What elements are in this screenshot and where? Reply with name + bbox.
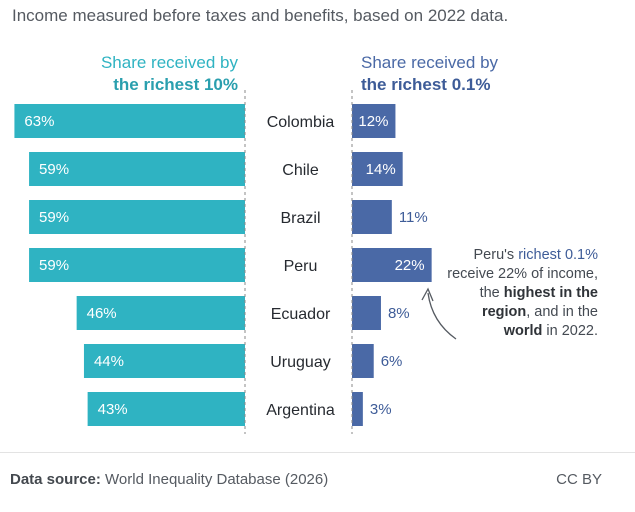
bar-top01-brazil (352, 200, 392, 234)
label-top01-colombia: 12% (358, 113, 388, 130)
label-top01-argentina: 3% (370, 401, 392, 418)
label-top10-chile: 59% (39, 161, 69, 178)
country-label-argentina: Argentina (266, 402, 335, 419)
butterfly-bar-chart: 63% 12% Colombia 59% 14% Chile 59% 11% Brazil 59%… (14, 90, 457, 434)
bar-top01-ecuador (352, 296, 381, 330)
peru-annotation: Peru's richest 0.1% receive 22% of incom… (440, 246, 598, 341)
data-source-text: World Inequality Database (2026) (100, 471, 329, 488)
annotation-text-1: Peru's (473, 247, 519, 263)
label-top01-brazil: 11% (399, 209, 428, 226)
bar-top10-brazil (29, 200, 246, 234)
bar-top10-uruguay (83, 344, 246, 378)
label-top01-uruguay: 6% (381, 353, 403, 370)
right-header-line1: Share received by (361, 53, 499, 72)
label-top10-peru: 59% (39, 257, 69, 274)
annotation-text-4: highest in the region (481, 285, 598, 320)
right-header-line2: the richest 0.1% (361, 75, 491, 94)
annotation-text-5: , and in the (526, 304, 598, 320)
license-label: CC BY (556, 471, 602, 488)
annotation-text-2: richest 0.1% (518, 247, 598, 263)
country-label-uruguay: Uruguay (270, 354, 330, 371)
country-label-colombia: Colombia (267, 114, 335, 131)
label-top10-argentina: 43% (98, 401, 128, 418)
bar-top01-chile (352, 152, 403, 186)
country-label-peru: Peru (284, 258, 318, 275)
footer-divider (0, 452, 635, 453)
data-source: Data source: World Inequality Database (… (10, 471, 328, 488)
bar-top01-argentina (352, 392, 363, 426)
annotation-arrowhead (421, 287, 434, 302)
annotation-text-3: receive 22% of income, the (447, 266, 598, 301)
label-top01-ecuador: 8% (388, 305, 410, 322)
label-top01-chile: 14% (366, 161, 396, 178)
left-column-header: Share received by the richest 10% (60, 52, 238, 96)
bar-top10-colombia (14, 104, 246, 138)
label-top01-peru: 22% (395, 257, 425, 274)
country-label-brazil: Brazil (280, 210, 320, 227)
annotation-text-7: in 2022. (542, 323, 598, 339)
label-top10-brazil: 59% (39, 209, 69, 226)
annotation-arrow (427, 292, 457, 340)
bar-top01-peru (352, 248, 432, 282)
left-header-line2: the richest 10% (113, 75, 238, 94)
annotation-text-6: world (503, 323, 543, 339)
bar-top10-chile (29, 152, 246, 186)
bar-top10-argentina (87, 392, 246, 426)
bar-top01-uruguay (352, 344, 374, 378)
left-header-line1: Share received by (100, 53, 238, 72)
bar-top10-ecuador (76, 296, 245, 330)
label-top10-ecuador: 46% (87, 305, 117, 322)
data-source-label: Data source: (10, 471, 101, 488)
country-label-ecuador: Ecuador (271, 306, 331, 323)
bar-top01-colombia (352, 104, 396, 138)
label-top10-uruguay: 44% (94, 353, 124, 370)
country-label-chile: Chile (282, 162, 319, 179)
right-column-header: Share received by the richest 0.1% (361, 52, 581, 96)
chart-subtitle: Income measured before taxes and benefit… (12, 6, 509, 25)
bar-top10-peru (29, 248, 246, 282)
label-top10-colombia: 63% (24, 113, 54, 130)
